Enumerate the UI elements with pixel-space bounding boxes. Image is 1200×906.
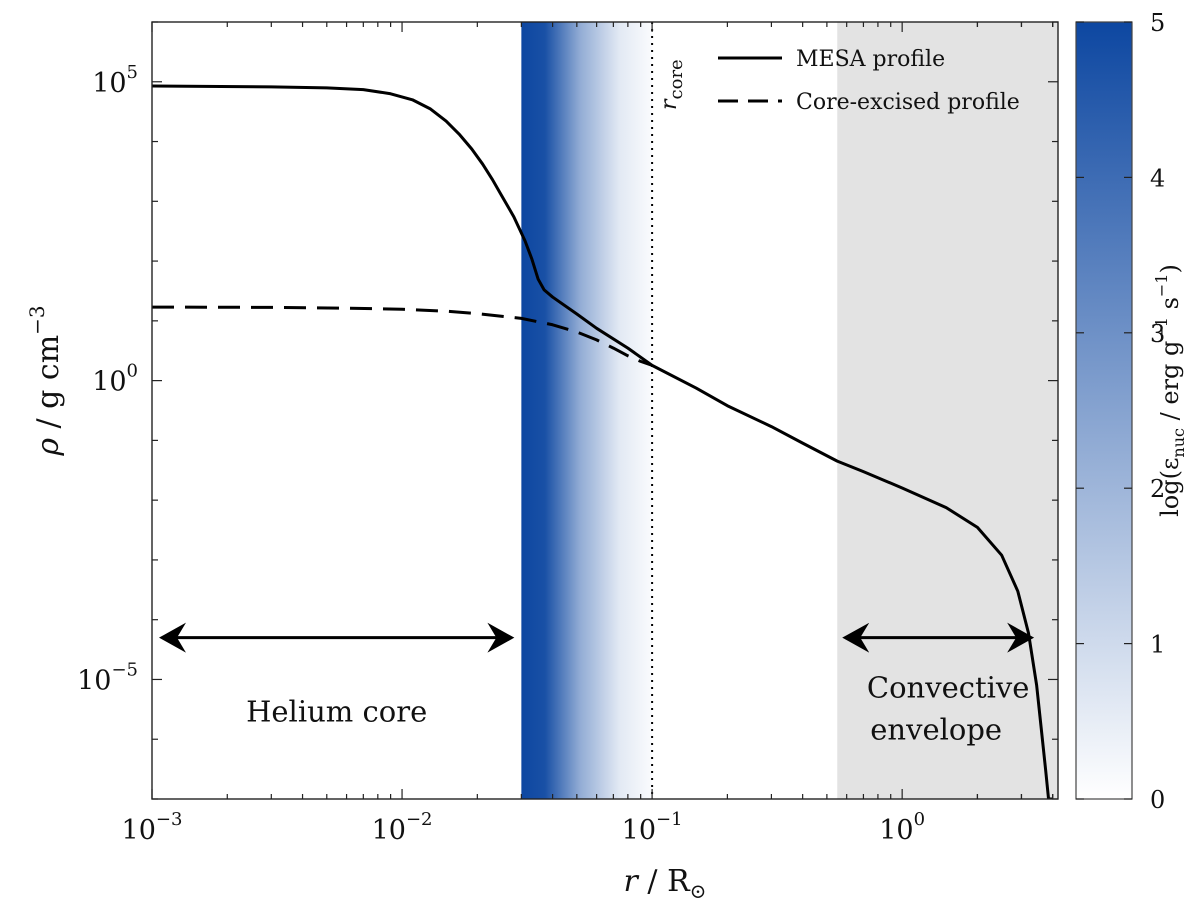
y-tick-label: 10−5 [77, 659, 138, 696]
convective-label: Convective [867, 671, 1030, 705]
x-axis-label: r / R⊙ [624, 864, 707, 903]
x-tick-label: 100 [879, 809, 925, 846]
axes: 10−3 10−2 10−1 100 105 100 10−5 r / R⊙ ρ / g cm−… [25, 21, 1059, 903]
convective-envelope-band [837, 22, 1058, 799]
colorbar-tick-label: 3 [1150, 320, 1165, 348]
shaded-regions [521, 22, 1058, 799]
y-axis-label: ρ / g cm−3 [25, 305, 66, 456]
y-tick-label: 100 [92, 361, 138, 398]
envelope-label: envelope [870, 713, 1002, 747]
plot-frame [151, 21, 1059, 800]
r-core-label: rcore [657, 59, 687, 110]
colorbar-gradient [1075, 21, 1133, 800]
legend-label-mesa: MESA profile [796, 47, 945, 72]
legend: MESA profile Core-excised profile [718, 47, 1020, 115]
legend-label-core-excised: Core-excised profile [796, 90, 1020, 115]
burning-shell-band [521, 22, 653, 799]
colorbar-tick-label: 1 [1150, 631, 1165, 659]
colorbar-tick-label: 4 [1150, 164, 1165, 192]
y-tick-label: 105 [92, 62, 138, 99]
x-tick-label: 10−2 [372, 809, 433, 846]
colorbar-label: log(εnuc / erg g−1 s−1) [1152, 264, 1188, 517]
colorbar-tick-label: 0 [1150, 786, 1165, 814]
colorbar-tick-label: 2 [1150, 475, 1165, 503]
core-radius-line: rcore [651, 22, 687, 799]
x-tick-label: 10−3 [122, 809, 183, 846]
x-tick-label: 10−1 [622, 809, 683, 846]
core-excised-profile-line [152, 305, 653, 367]
colorbar: 0 1 2 3 4 5 log(εnuc / erg g−1 s−1) [1075, 9, 1188, 814]
colorbar-tick-label: 5 [1150, 9, 1165, 37]
region-annotations: Helium core Convective envelope [159, 622, 1035, 747]
helium-core-label: Helium core [246, 695, 427, 729]
